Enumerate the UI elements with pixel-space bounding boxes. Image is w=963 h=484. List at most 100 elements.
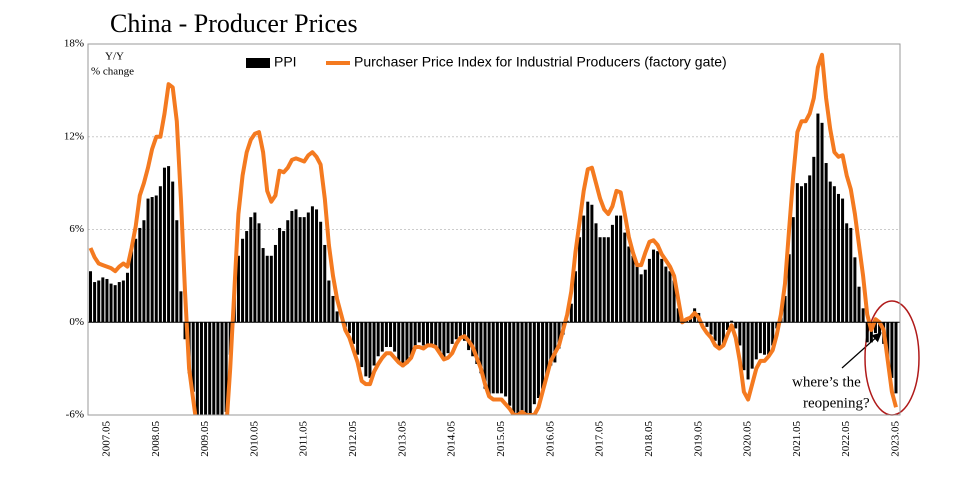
bar <box>767 322 771 355</box>
bar <box>236 255 240 323</box>
x-tick-label: 2007.05 <box>100 421 112 457</box>
bar <box>89 271 92 323</box>
bar <box>397 322 401 363</box>
bar <box>282 231 286 323</box>
bar <box>356 322 360 355</box>
bar <box>647 258 651 323</box>
bar <box>315 209 319 323</box>
bar <box>167 166 171 323</box>
bar <box>873 322 877 334</box>
bar <box>717 322 721 347</box>
bar <box>532 322 536 405</box>
bar <box>652 249 656 323</box>
bar <box>738 322 742 346</box>
bar <box>483 322 487 389</box>
bar <box>290 210 294 323</box>
bar <box>508 322 512 406</box>
bar <box>890 322 894 378</box>
bar <box>721 322 725 344</box>
bar <box>820 122 824 323</box>
bar <box>553 322 557 363</box>
bar <box>623 232 627 323</box>
bar <box>130 251 134 323</box>
bar <box>442 322 446 358</box>
bar <box>405 322 409 364</box>
bar <box>204 322 208 415</box>
bar <box>828 181 832 323</box>
bar <box>832 186 836 323</box>
bar <box>713 322 717 341</box>
bar <box>750 322 754 369</box>
plot-frame <box>87 43 901 416</box>
bar <box>557 322 561 349</box>
bar <box>286 220 290 323</box>
bar <box>590 204 594 323</box>
bar <box>97 280 101 323</box>
bar <box>154 195 158 323</box>
bar <box>425 322 429 344</box>
bar <box>524 322 528 414</box>
bar <box>836 193 840 323</box>
x-tick-label: 2013.05 <box>396 421 408 457</box>
bar <box>808 175 812 323</box>
bar <box>635 265 639 323</box>
legend-swatch <box>246 58 270 68</box>
bar <box>491 322 495 394</box>
bar <box>528 322 532 414</box>
bar <box>787 254 791 323</box>
bar <box>113 285 117 323</box>
bar <box>261 248 265 323</box>
y-tick-label: -6% <box>66 409 84 421</box>
bar <box>705 322 709 327</box>
plot <box>88 43 900 416</box>
bar <box>389 322 393 347</box>
bar <box>376 322 380 357</box>
bar <box>610 224 614 323</box>
bar <box>298 217 302 323</box>
bar <box>352 322 356 344</box>
bar <box>121 280 125 323</box>
bar <box>183 322 187 340</box>
bar <box>545 322 549 375</box>
bar <box>401 322 405 368</box>
bar <box>175 220 179 323</box>
bar <box>730 320 734 323</box>
bar <box>656 251 660 323</box>
bar <box>471 322 475 357</box>
bar <box>216 322 220 415</box>
bar <box>824 163 828 323</box>
bar <box>195 322 199 415</box>
bar <box>861 308 865 323</box>
x-tick-label: 2020.05 <box>742 421 754 457</box>
y-tick-label: 0% <box>69 316 84 328</box>
bar <box>878 322 882 335</box>
bar <box>438 322 442 354</box>
bar <box>335 311 339 323</box>
bar <box>569 303 573 323</box>
y-label: % change <box>91 66 134 78</box>
bar <box>512 322 516 414</box>
bar <box>134 238 138 323</box>
bar <box>446 322 450 354</box>
bar <box>816 113 820 323</box>
bar <box>171 181 175 323</box>
bar <box>101 277 105 323</box>
line <box>88 52 898 415</box>
x-tick-label: 2009.05 <box>199 421 211 457</box>
x-tick-label: 2017.05 <box>594 421 606 457</box>
bar <box>93 282 97 323</box>
bar <box>109 283 113 323</box>
bar <box>894 322 898 394</box>
bar <box>631 255 635 323</box>
bar <box>372 322 376 366</box>
bar <box>467 322 471 351</box>
bar <box>582 215 586 323</box>
bar <box>812 156 816 323</box>
x-tick-label: 2019.05 <box>692 421 704 457</box>
bar <box>458 322 462 337</box>
bar <box>417 322 421 343</box>
bar <box>758 322 762 354</box>
bar <box>117 282 121 323</box>
bar <box>364 322 368 377</box>
annotation: where’s the <box>792 374 861 390</box>
